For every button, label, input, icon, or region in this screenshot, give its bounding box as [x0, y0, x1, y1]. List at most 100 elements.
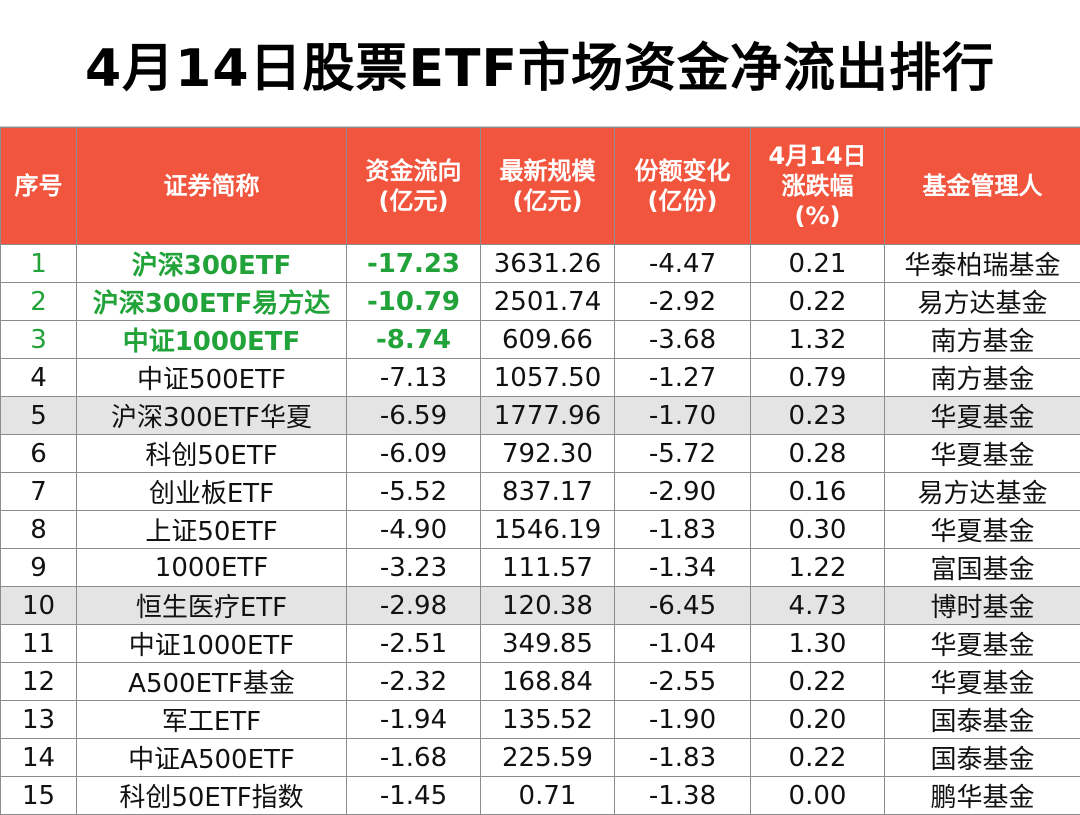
cell-shares: -6.45: [615, 587, 751, 625]
cell-shares: -1.34: [615, 549, 751, 587]
cell-scale: 1546.19: [481, 511, 615, 549]
header-flow-line2: (亿元): [347, 186, 480, 216]
cell-rank: 14: [1, 739, 77, 777]
cell-name: 恒生医疗ETF: [77, 587, 347, 625]
cell-shares: -1.83: [615, 511, 751, 549]
cell-flow: -1.45: [347, 777, 481, 815]
cell-rank: 4: [1, 359, 77, 397]
header-shares-line1: 份额变化: [615, 156, 750, 186]
cell-change: 1.22: [751, 549, 885, 587]
cell-scale: 3631.26: [481, 245, 615, 283]
cell-rank: 1: [1, 245, 77, 283]
cell-manager: 富国基金: [885, 549, 1080, 587]
cell-manager: 国泰基金: [885, 739, 1080, 777]
cell-shares: -1.27: [615, 359, 751, 397]
page-title: 4月14日股票ETF市场资金净流出排行: [0, 0, 1080, 127]
cell-shares: -1.83: [615, 739, 751, 777]
cell-change: 0.21: [751, 245, 885, 283]
cell-manager: 华夏基金: [885, 625, 1080, 663]
cell-rank: 15: [1, 777, 77, 815]
cell-rank: 13: [1, 701, 77, 739]
cell-change: 0.28: [751, 435, 885, 473]
cell-scale: 225.59: [481, 739, 615, 777]
cell-shares: -2.55: [615, 663, 751, 701]
cell-flow: -6.59: [347, 397, 481, 435]
cell-flow: -1.94: [347, 701, 481, 739]
cell-flow: -7.13: [347, 359, 481, 397]
cell-change: 0.79: [751, 359, 885, 397]
cell-shares: -1.04: [615, 625, 751, 663]
cell-name: 军工ETF: [77, 701, 347, 739]
cell-name: 沪深300ETF: [77, 245, 347, 283]
cell-manager: 华泰柏瑞基金: [885, 245, 1080, 283]
cell-shares: -4.47: [615, 245, 751, 283]
header-change-line3: (%): [751, 201, 884, 231]
cell-shares: -1.70: [615, 397, 751, 435]
cell-change: 0.22: [751, 739, 885, 777]
cell-change: 0.00: [751, 777, 885, 815]
cell-change: 0.23: [751, 397, 885, 435]
cell-scale: 168.84: [481, 663, 615, 701]
cell-shares: -1.38: [615, 777, 751, 815]
cell-shares: -1.90: [615, 701, 751, 739]
cell-shares: -5.72: [615, 435, 751, 473]
cell-shares: -3.68: [615, 321, 751, 359]
cell-manager: 易方达基金: [885, 473, 1080, 511]
header-name-label: 证券简称: [164, 172, 260, 200]
cell-scale: 111.57: [481, 549, 615, 587]
cell-name: 科创50ETF: [77, 435, 347, 473]
cell-name: 中证500ETF: [77, 359, 347, 397]
cell-scale: 349.85: [481, 625, 615, 663]
cell-change: 0.30: [751, 511, 885, 549]
cell-scale: 2501.74: [481, 283, 615, 321]
header-scale: 最新规模 (亿元): [481, 128, 615, 245]
cell-scale: 1057.50: [481, 359, 615, 397]
header-manager: 基金管理人: [885, 128, 1080, 245]
cell-rank: 3: [1, 321, 77, 359]
header-change: 4月14日 涨跌幅 (%): [751, 128, 885, 245]
cell-manager: 华夏基金: [885, 397, 1080, 435]
cell-rank: 8: [1, 511, 77, 549]
cell-rank: 7: [1, 473, 77, 511]
header-scale-line2: (亿元): [481, 186, 614, 216]
header-change-line1: 4月14日: [751, 141, 884, 171]
cell-change: 1.32: [751, 321, 885, 359]
cell-name: 上证50ETF: [77, 511, 347, 549]
cell-name: 科创50ETF指数: [77, 777, 347, 815]
header-name: 证券简称: [77, 128, 347, 245]
header-shares: 份额变化 (亿份): [615, 128, 751, 245]
cell-change: 1.30: [751, 625, 885, 663]
cell-shares: -2.92: [615, 283, 751, 321]
header-flow: 资金流向 (亿元): [347, 128, 481, 245]
cell-change: 0.20: [751, 701, 885, 739]
cell-manager: 博时基金: [885, 587, 1080, 625]
cell-change: 4.73: [751, 587, 885, 625]
header-rank-label: 序号: [15, 172, 63, 200]
cell-scale: 609.66: [481, 321, 615, 359]
cell-name: 1000ETF: [77, 549, 347, 587]
cell-flow: -8.74: [347, 321, 481, 359]
cell-rank: 12: [1, 663, 77, 701]
cell-flow: -1.68: [347, 739, 481, 777]
cell-scale: 120.38: [481, 587, 615, 625]
cell-change: 0.22: [751, 283, 885, 321]
cell-rank: 10: [1, 587, 77, 625]
cell-manager: 国泰基金: [885, 701, 1080, 739]
table-header-row: 序号 证券简称 资金流向 (亿元) 最新规模 (亿元) 份额变化 (亿份) 4月…: [1, 128, 1080, 245]
cell-scale: 135.52: [481, 701, 615, 739]
cell-change: 0.22: [751, 663, 885, 701]
cell-manager: 南方基金: [885, 321, 1080, 359]
cell-manager: 华夏基金: [885, 511, 1080, 549]
cell-name: A500ETF基金: [77, 663, 347, 701]
cell-flow: -4.90: [347, 511, 481, 549]
header-scale-line1: 最新规模: [481, 156, 614, 186]
